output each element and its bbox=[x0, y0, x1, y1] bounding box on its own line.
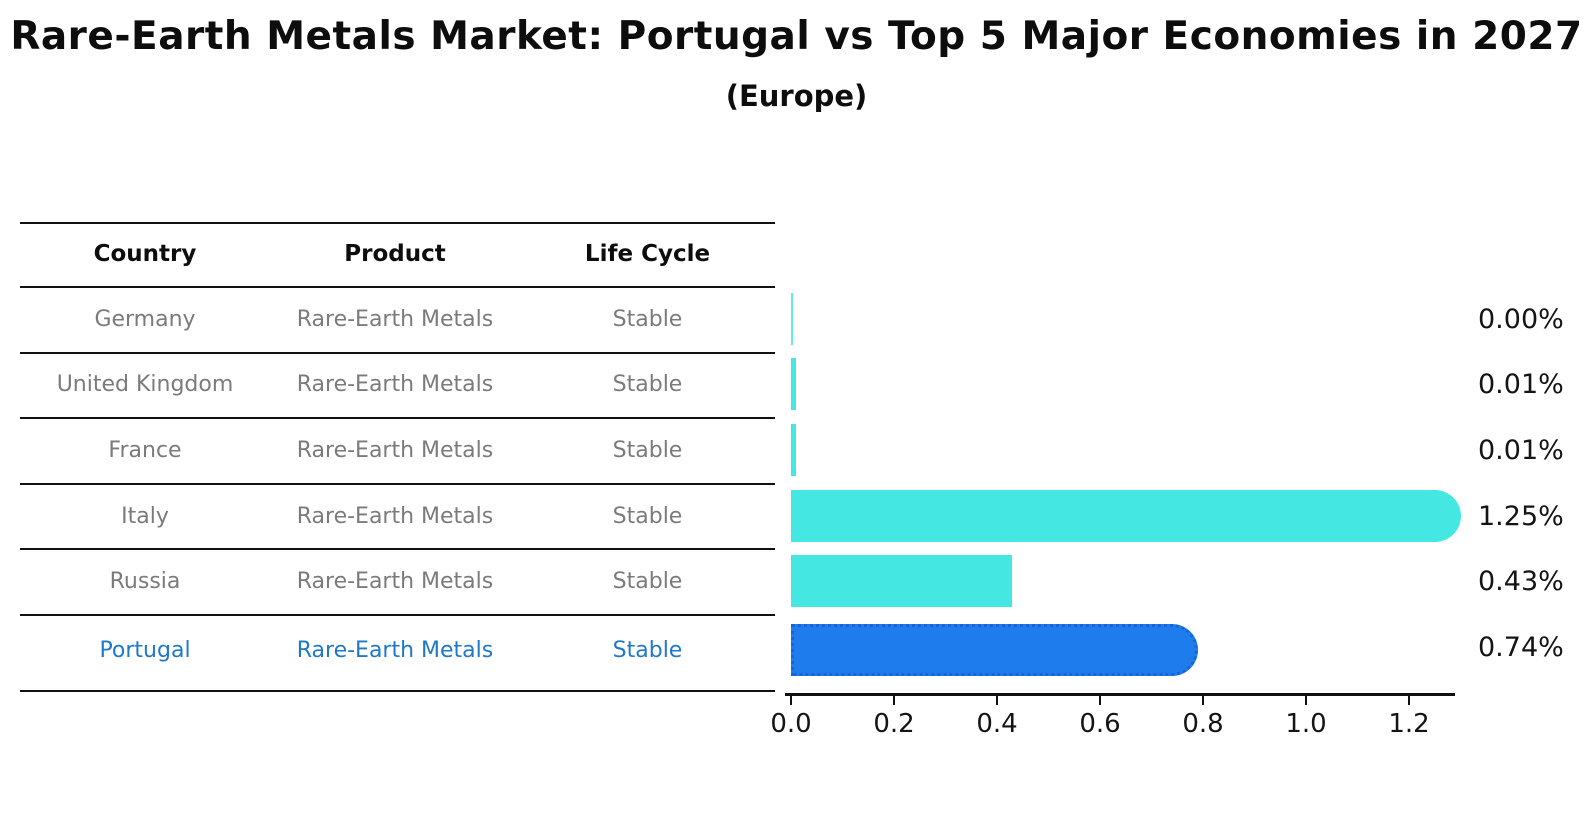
column-header-country: Country bbox=[93, 241, 197, 267]
column-header-product: Product bbox=[344, 241, 446, 267]
chart-title: Rare-Earth Metals Market: Portugal vs To… bbox=[10, 14, 1583, 59]
bar-united-kingdom bbox=[791, 358, 797, 410]
table-row-united-kingdom: United Kingdom Rare-Earth Metals Stable bbox=[20, 352, 775, 416]
bar-germany bbox=[791, 293, 793, 345]
value-label-france: 0.01% bbox=[1478, 435, 1564, 466]
life-cycle-cell: Stable bbox=[612, 503, 683, 529]
x-tick-label: 0.2 bbox=[873, 709, 915, 739]
chart-subtitle: (Europe) bbox=[725, 79, 868, 113]
bar-russia bbox=[791, 555, 1013, 607]
country-cell: France bbox=[108, 437, 182, 463]
x-axis-tick bbox=[1202, 696, 1204, 705]
bar-portugal bbox=[791, 624, 1199, 676]
country-cell: Portugal bbox=[99, 637, 191, 663]
life-cycle-cell: Stable bbox=[612, 437, 683, 463]
life-cycle-cell: Stable bbox=[612, 306, 683, 332]
x-axis-tick bbox=[1408, 696, 1410, 705]
country-cell: Russia bbox=[109, 568, 181, 594]
table-bottom-rule bbox=[20, 690, 775, 692]
product-cell: Rare-Earth Metals bbox=[296, 306, 494, 332]
x-tick-label: 0.8 bbox=[1182, 709, 1224, 739]
life-cycle-cell: Stable bbox=[612, 568, 683, 594]
product-cell: Rare-Earth Metals bbox=[296, 437, 494, 463]
value-label-portugal: 0.74% bbox=[1478, 632, 1564, 663]
table-row-italy: Italy Rare-Earth Metals Stable bbox=[20, 484, 775, 548]
x-tick-label: 1.0 bbox=[1285, 709, 1327, 739]
x-tick-label: 0.6 bbox=[1079, 709, 1121, 739]
value-label-italy: 1.25% bbox=[1478, 501, 1564, 532]
country-cell: United Kingdom bbox=[56, 371, 234, 397]
product-cell: Rare-Earth Metals bbox=[296, 371, 494, 397]
row-divider bbox=[20, 352, 775, 354]
x-tick-label: 0.0 bbox=[770, 709, 812, 739]
x-axis-tick bbox=[893, 696, 895, 705]
bar-france bbox=[791, 424, 797, 476]
table-row-france: France Rare-Earth Metals Stable bbox=[20, 418, 775, 482]
product-cell: Rare-Earth Metals bbox=[296, 637, 494, 663]
value-label-russia: 0.43% bbox=[1478, 566, 1564, 597]
x-axis-tick bbox=[790, 696, 792, 705]
value-label-united-kingdom: 0.01% bbox=[1478, 369, 1564, 400]
row-divider bbox=[20, 483, 775, 485]
life-cycle-cell: Stable bbox=[612, 637, 683, 663]
x-axis-tick bbox=[1305, 696, 1307, 705]
product-cell: Rare-Earth Metals bbox=[296, 568, 494, 594]
table-row-russia: Russia Rare-Earth Metals Stable bbox=[20, 549, 775, 613]
x-tick-label: 0.4 bbox=[976, 709, 1018, 739]
row-divider bbox=[20, 417, 775, 419]
country-cell: Italy bbox=[121, 503, 169, 529]
country-cell: Germany bbox=[94, 306, 196, 332]
x-tick-label: 1.2 bbox=[1388, 709, 1430, 739]
row-divider bbox=[20, 614, 775, 616]
life-cycle-cell: Stable bbox=[612, 371, 683, 397]
table-header-rule bbox=[20, 286, 775, 288]
x-axis-line bbox=[785, 693, 1455, 696]
x-axis-tick bbox=[996, 696, 998, 705]
table-top-rule bbox=[20, 222, 775, 224]
value-label-germany: 0.00% bbox=[1478, 304, 1564, 335]
table-row-portugal: Portugal Rare-Earth Metals Stable bbox=[20, 618, 775, 682]
row-divider bbox=[20, 548, 775, 550]
table-header-row: Country Product Life Cycle bbox=[20, 222, 775, 286]
bar-italy bbox=[791, 490, 1461, 542]
column-header-life-cycle: Life Cycle bbox=[584, 241, 711, 267]
x-axis-tick bbox=[1099, 696, 1101, 705]
table-row-germany: Germany Rare-Earth Metals Stable bbox=[20, 287, 775, 351]
product-cell: Rare-Earth Metals bbox=[296, 503, 494, 529]
